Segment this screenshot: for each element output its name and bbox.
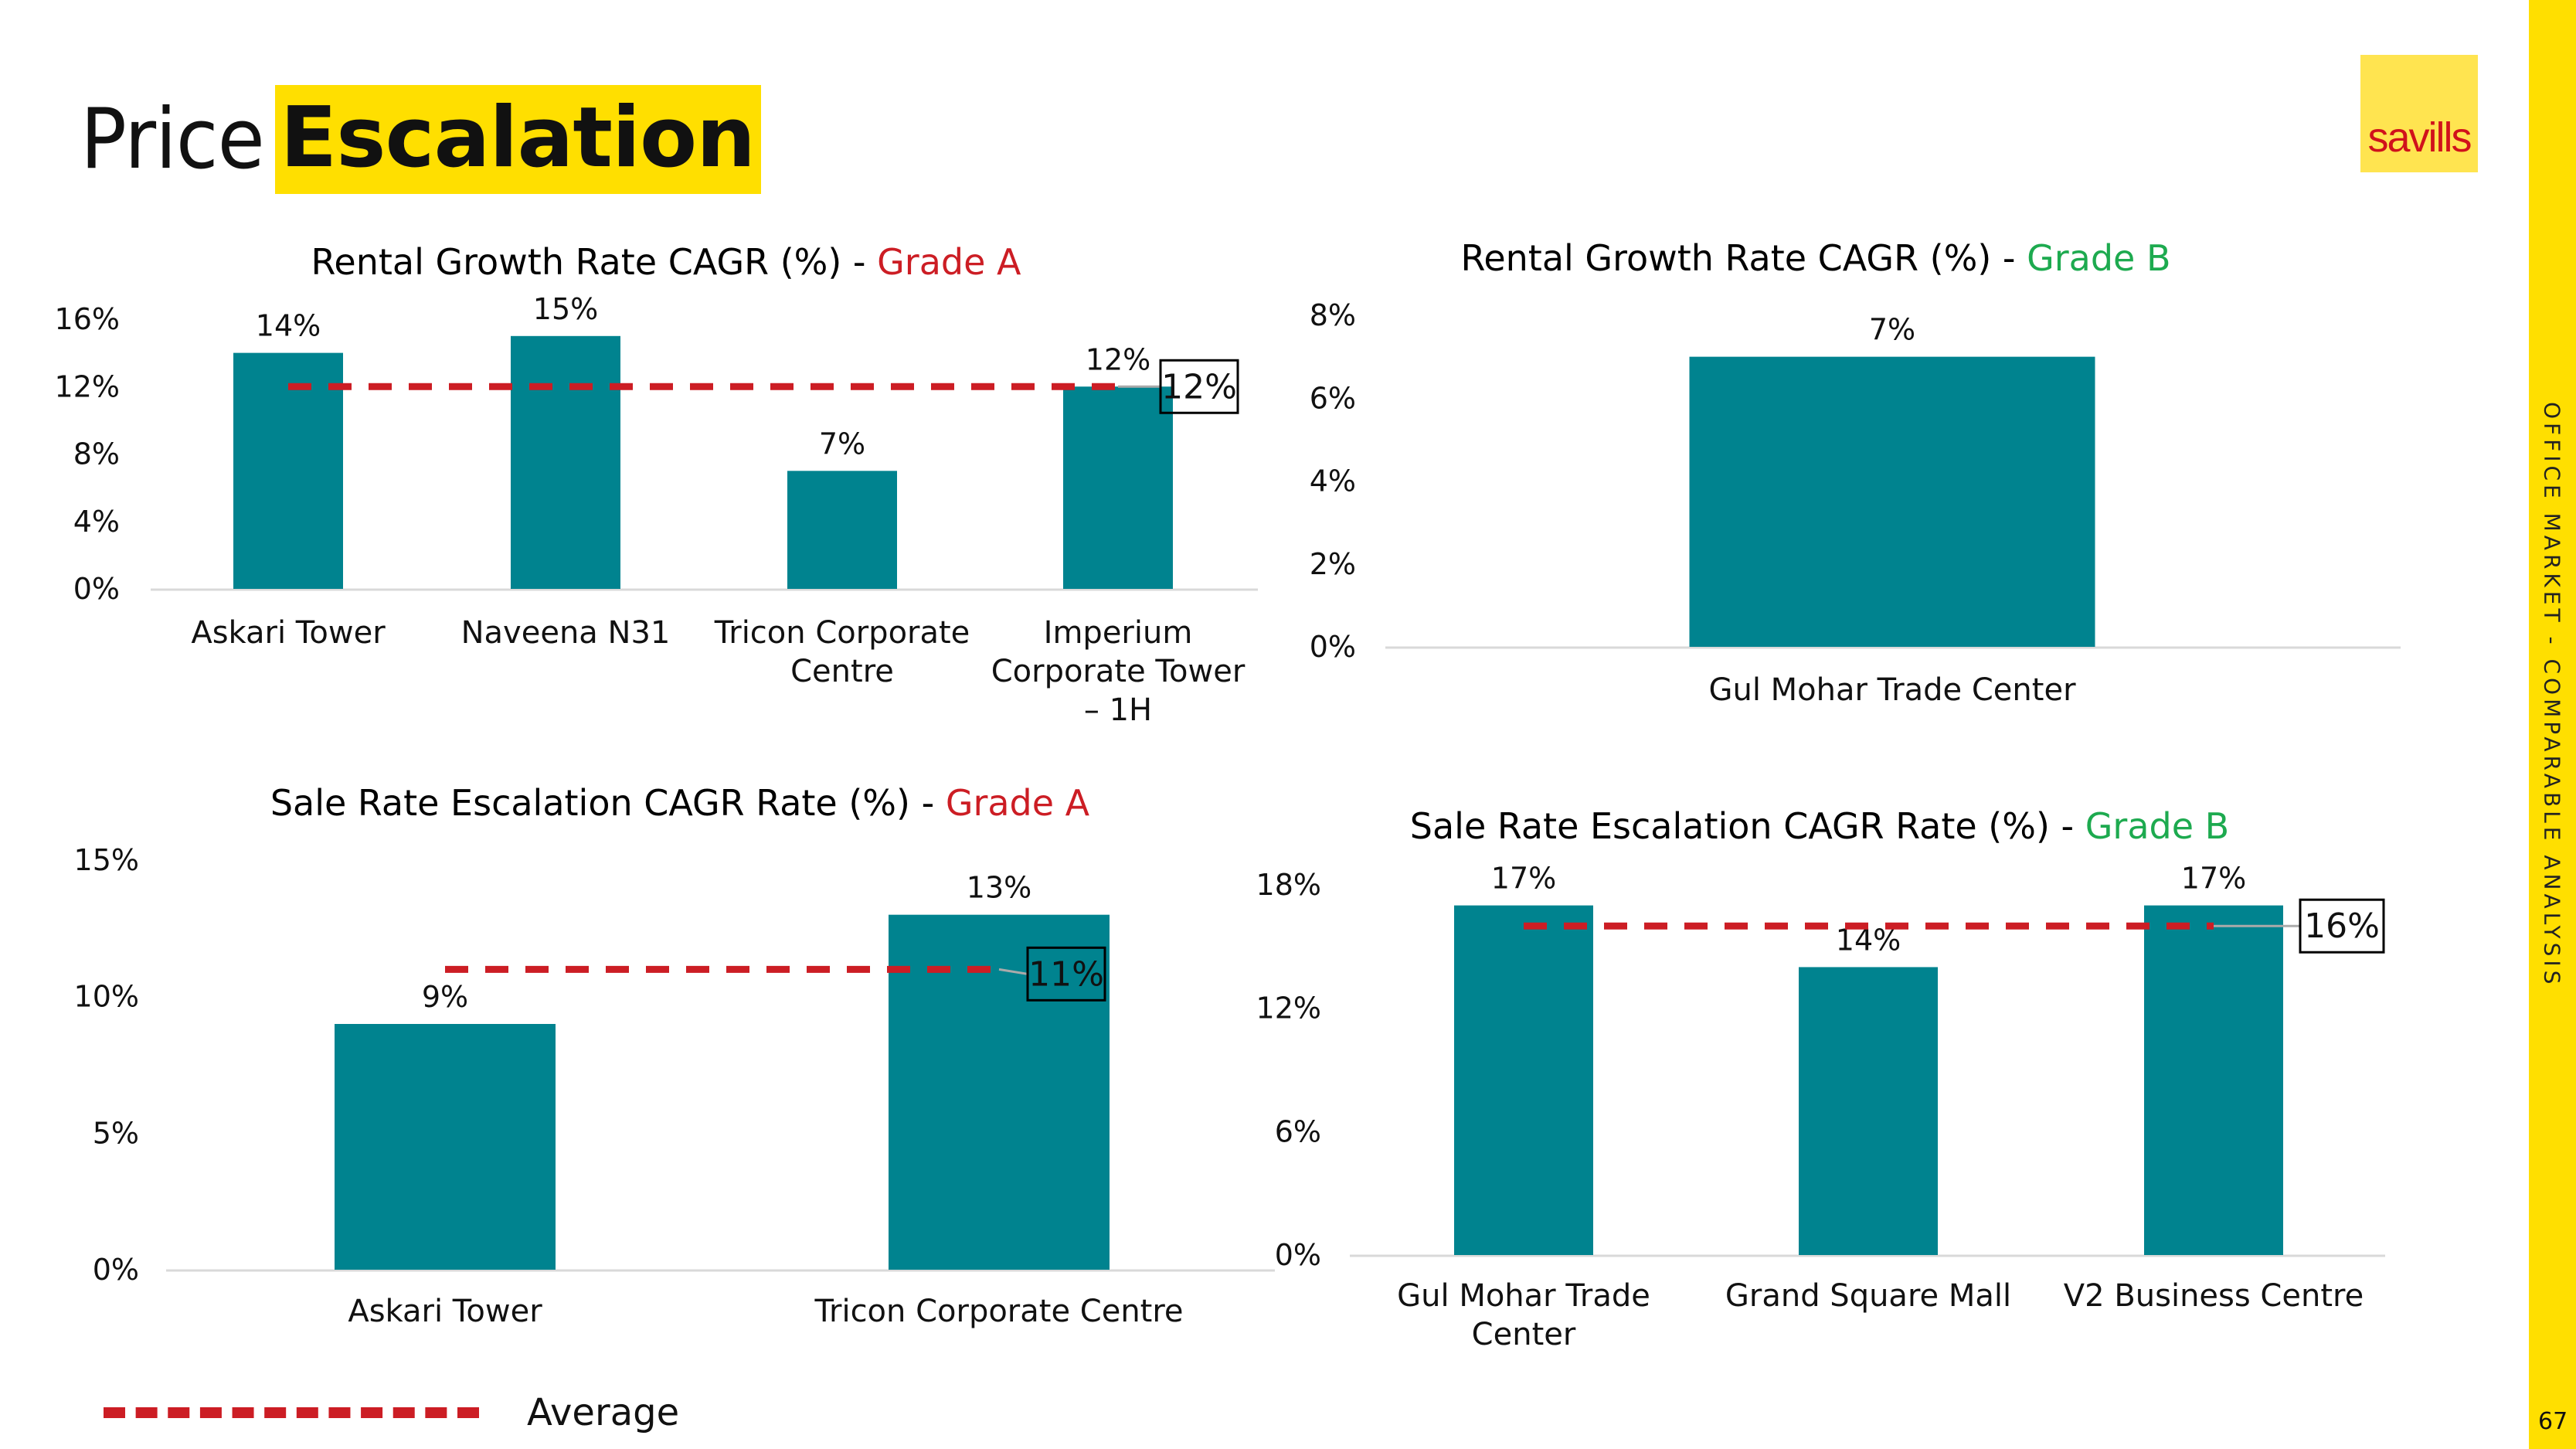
category-label: Askari Tower	[191, 615, 386, 651]
y-tick-label: 0%	[93, 1253, 139, 1287]
y-tick-label: 6%	[1275, 1114, 1321, 1148]
chart-title-main: Sale Rate Escalation CAGR Rate (%) -	[270, 782, 946, 824]
page-title-highlight: Escalation	[275, 84, 762, 194]
average-label-box	[2299, 898, 2385, 954]
category-label: Tricon Corporate Centre	[814, 1294, 1183, 1329]
chart-title-main: Rental Growth Rate CAGR (%) -	[1460, 237, 2027, 279]
category-label: Grand Square Mall	[1725, 1278, 2011, 1314]
y-tick-label: 12%	[55, 369, 120, 403]
average-value-label: 16%	[2304, 906, 2380, 946]
y-tick-label: 12%	[1256, 992, 1321, 1026]
category-label-line: Askari Tower	[348, 1294, 542, 1329]
bar	[1799, 967, 1938, 1255]
category-label: V2 Business Centre	[2064, 1278, 2364, 1314]
average-value-label: 11%	[1028, 954, 1104, 994]
chart-rental-grade-a: Rental Growth Rate CAGR (%) - Grade A 0% 4…	[55, 241, 1258, 728]
chart-sale-grade-b: Sale Rate Escalation CAGR Rate (%) - Gra…	[1256, 805, 2385, 1352]
chart-sale-grade-a: Sale Rate Escalation CAGR Rate (%) - Gra…	[74, 782, 1275, 1329]
bar	[1454, 905, 1593, 1255]
average-line-swatch	[104, 1407, 479, 1418]
chart-title-main: Sale Rate Escalation CAGR Rate (%) -	[1410, 805, 2085, 847]
data-label: 15%	[533, 292, 598, 326]
data-label: 7%	[1869, 313, 1915, 347]
category-label-line: Gul Mohar Trade Center	[1708, 672, 2076, 708]
category-label: Imperium Corporate Tower – 1H	[991, 615, 1246, 728]
data-label: 7%	[819, 427, 865, 461]
page-title-light: Price	[80, 90, 265, 188]
page-title: Price Escalation	[80, 84, 762, 194]
side-bar	[2529, 0, 2576, 1449]
category-label-line: Tricon Corporate Centre	[814, 1294, 1183, 1329]
savills-logo: savills	[2360, 55, 2478, 172]
category-label-line: Askari Tower	[191, 615, 386, 651]
y-tick-label: 0%	[1310, 630, 1356, 664]
y-tick-label: 16%	[55, 302, 120, 336]
chart-title: Rental Growth Rate CAGR (%) - Grade A	[311, 241, 1022, 283]
logo-text: savills	[2367, 114, 2472, 161]
chart-title-grade: Grade B	[2085, 805, 2229, 847]
category-label-line: Centre	[790, 654, 894, 689]
chart-title: Rental Growth Rate CAGR (%) - Grade B	[1460, 237, 2170, 279]
bar	[511, 335, 620, 589]
y-tick-label: 8%	[1310, 298, 1356, 332]
data-label: 14%	[256, 309, 321, 343]
data-label: 13%	[967, 871, 1031, 905]
category-label: Askari Tower	[348, 1294, 542, 1329]
bar	[889, 914, 1110, 1270]
chart-rental-grade-b: Rental Growth Rate CAGR (%) - Grade B 0% 2…	[1310, 237, 2401, 708]
bar	[233, 352, 343, 589]
data-label: 12%	[1086, 342, 1150, 376]
average-label-box	[1159, 359, 1239, 414]
bar	[2144, 905, 2283, 1255]
data-label: 17%	[1491, 862, 1556, 896]
category-label-line: Imperium	[1044, 615, 1193, 651]
data-label: 9%	[422, 980, 468, 1014]
y-tick-label: 18%	[1256, 868, 1321, 902]
category-label: Gul Mohar Trade Center	[1397, 1278, 1650, 1352]
category-label-line: V2 Business Centre	[2064, 1278, 2364, 1314]
category-label-line: – 1H	[1084, 692, 1152, 728]
chart-title: Sale Rate Escalation CAGR Rate (%) - Gra…	[270, 782, 1090, 824]
chart-title-main: Rental Growth Rate CAGR (%) -	[311, 241, 878, 283]
category-label: Naveena N31	[461, 615, 671, 651]
y-tick-label: 2%	[1310, 547, 1356, 581]
chart-title-grade: Grade B	[2027, 237, 2170, 279]
y-tick-label: 10%	[74, 980, 139, 1014]
bar	[335, 1024, 556, 1270]
category-label-line: Grand Square Mall	[1725, 1278, 2011, 1314]
y-tick-label: 0%	[1275, 1238, 1321, 1272]
page-number: 67	[2538, 1408, 2568, 1435]
chart-title-grade: Grade A	[877, 241, 1021, 283]
category-label-line: Corporate Tower	[991, 654, 1246, 689]
y-tick-label: 6%	[1310, 381, 1356, 415]
average-value-label: 12%	[1161, 367, 1237, 406]
legend-average-label: Average	[527, 1391, 680, 1434]
category-label: Gul Mohar Trade Center	[1708, 672, 2076, 708]
average-label-box	[1026, 946, 1106, 1002]
y-tick-label: 5%	[93, 1116, 139, 1150]
y-tick-label: 4%	[1310, 464, 1356, 498]
average-leader-line	[998, 968, 1028, 975]
category-label-line: Tricon Corporate	[714, 615, 970, 651]
category-label: Tricon Corporate Centre	[714, 615, 970, 689]
y-tick-label: 4%	[73, 505, 120, 539]
legend: Average	[104, 1391, 679, 1434]
bar	[1063, 386, 1173, 589]
y-tick-label: 15%	[74, 843, 139, 877]
data-label: 17%	[2181, 862, 2246, 896]
category-label-line: Gul Mohar Trade	[1397, 1278, 1650, 1314]
chart-title-grade: Grade A	[946, 782, 1090, 824]
y-tick-label: 0%	[73, 572, 120, 606]
bar	[787, 471, 897, 589]
category-label-line: Naveena N31	[461, 615, 671, 651]
category-label-line: Center	[1472, 1317, 1576, 1352]
chart-title: Sale Rate Escalation CAGR Rate (%) - Gra…	[1410, 805, 2229, 847]
bar	[1689, 356, 2095, 647]
y-tick-label: 8%	[73, 437, 120, 471]
